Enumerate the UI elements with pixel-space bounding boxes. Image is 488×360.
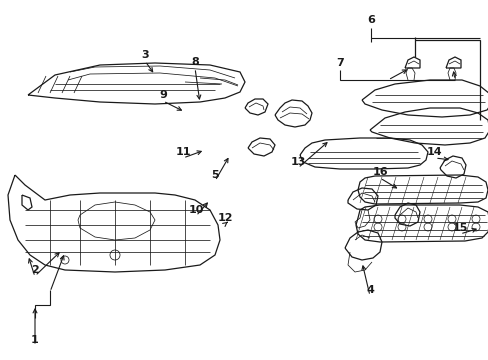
Text: 12: 12	[217, 213, 232, 223]
Text: 2: 2	[31, 265, 39, 275]
Text: 4: 4	[366, 285, 373, 295]
Text: 1: 1	[31, 335, 39, 345]
Text: 10: 10	[188, 205, 203, 215]
Text: 15: 15	[451, 223, 467, 233]
Text: 6: 6	[366, 15, 374, 25]
Text: 9: 9	[159, 90, 166, 100]
Text: 5: 5	[211, 170, 218, 180]
Text: 13: 13	[290, 157, 305, 167]
Text: 3: 3	[141, 50, 148, 60]
Text: 8: 8	[191, 57, 199, 67]
Text: 11: 11	[175, 147, 190, 157]
Text: 7: 7	[335, 58, 343, 68]
Text: 16: 16	[371, 167, 387, 177]
Text: 14: 14	[427, 147, 442, 157]
